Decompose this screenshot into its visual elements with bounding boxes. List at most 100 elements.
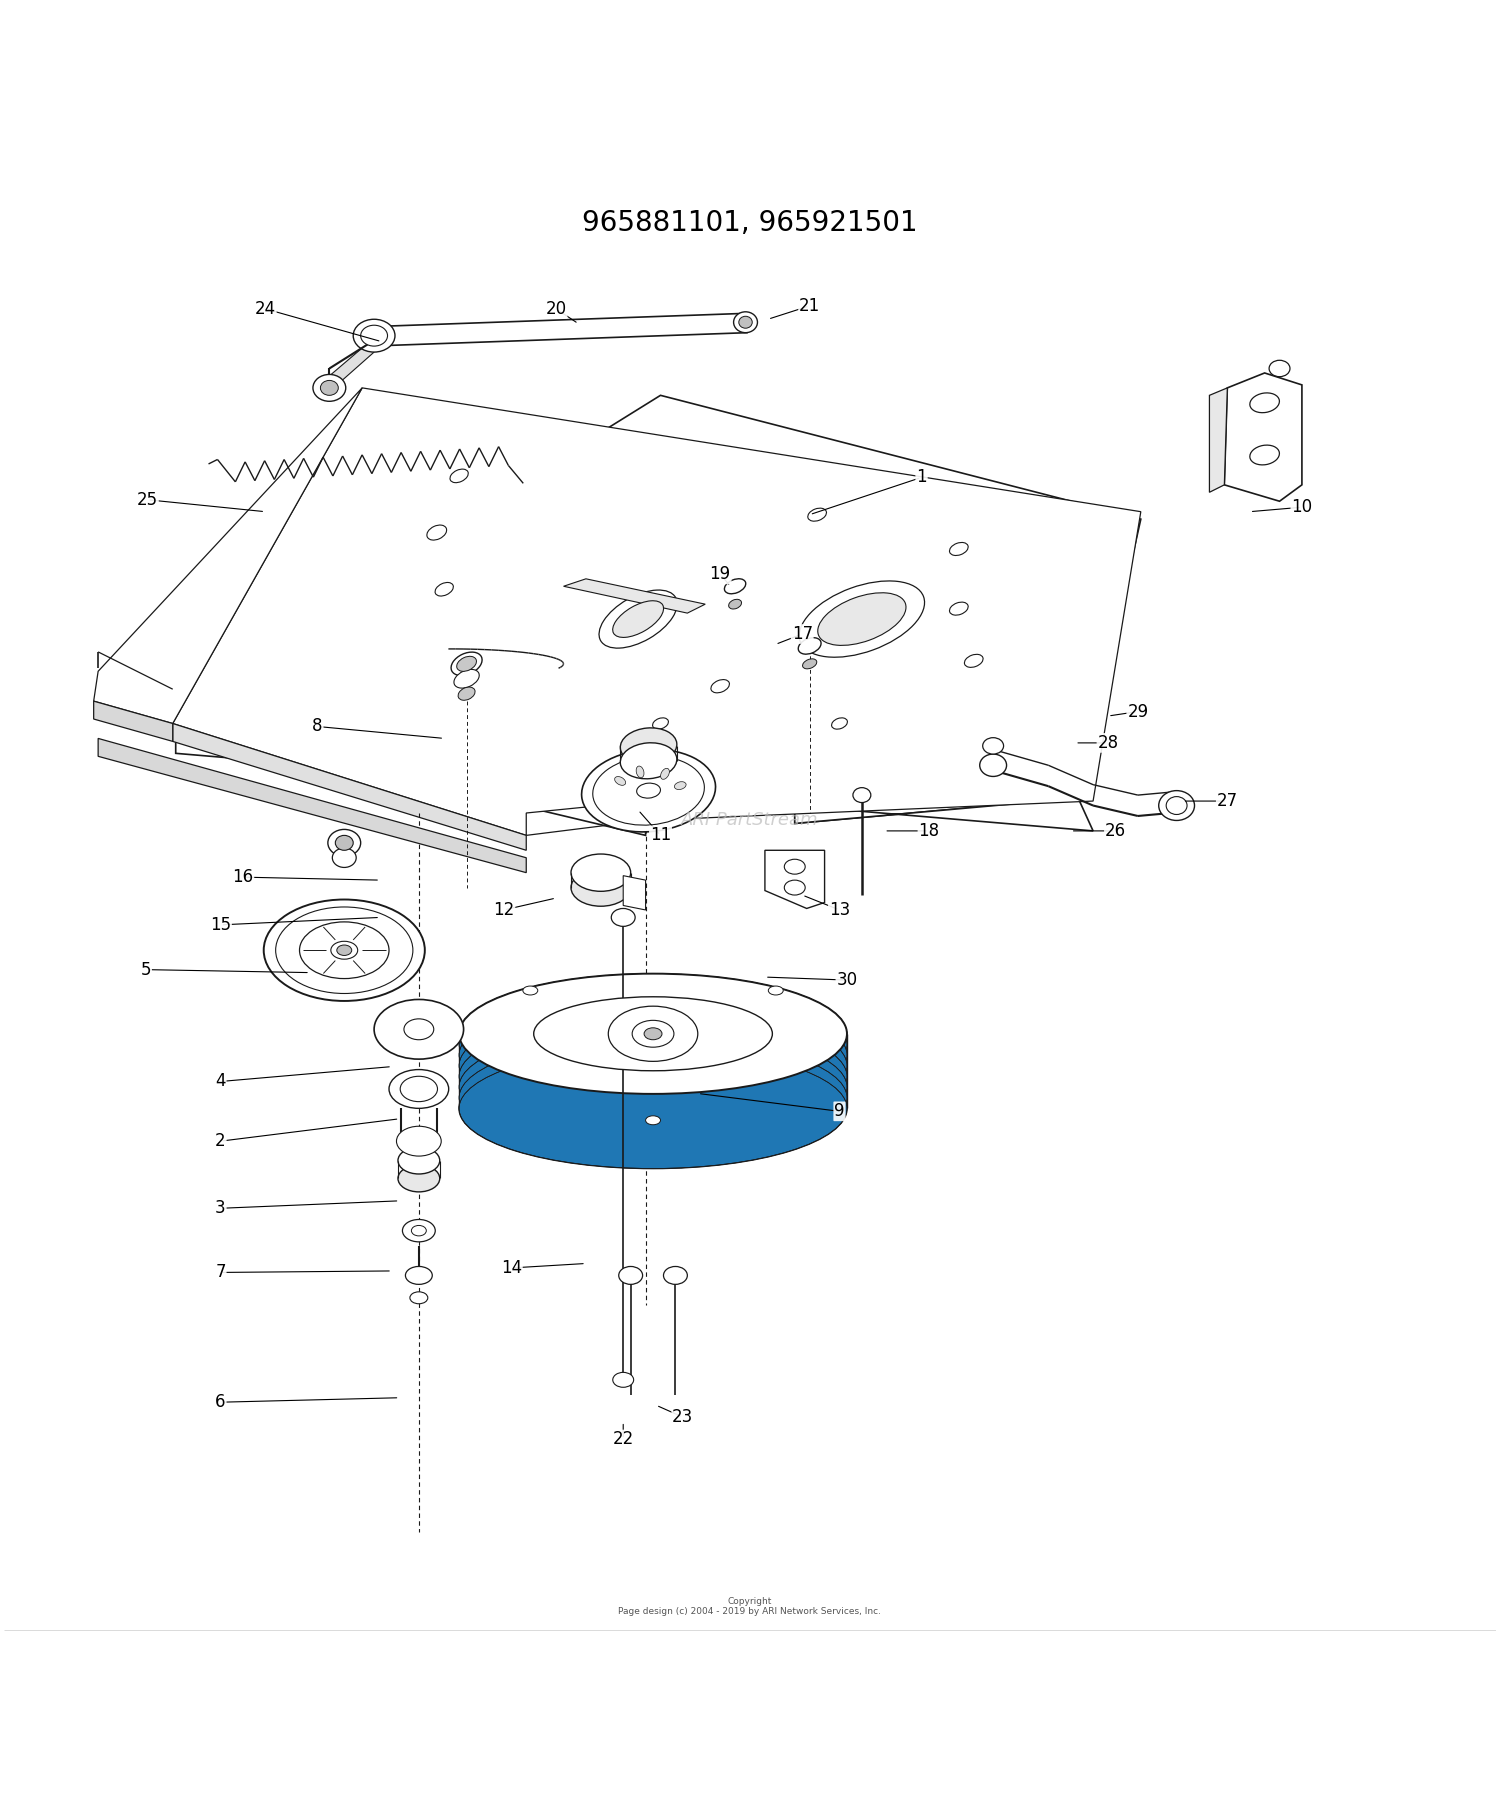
Ellipse shape (459, 973, 848, 1094)
Ellipse shape (729, 599, 741, 608)
Text: 13: 13 (830, 901, 850, 919)
Text: 2: 2 (214, 1132, 226, 1150)
Text: 11: 11 (650, 827, 670, 845)
Text: 19: 19 (710, 565, 730, 583)
Ellipse shape (459, 1016, 848, 1137)
Text: 9: 9 (834, 1103, 844, 1121)
Ellipse shape (740, 316, 752, 329)
Ellipse shape (675, 782, 686, 789)
Ellipse shape (400, 1076, 438, 1101)
Ellipse shape (612, 908, 634, 926)
Ellipse shape (336, 836, 352, 850)
Ellipse shape (663, 1267, 687, 1285)
Ellipse shape (808, 509, 826, 522)
Polygon shape (93, 388, 362, 724)
Polygon shape (369, 314, 747, 347)
Polygon shape (1209, 388, 1227, 493)
Polygon shape (564, 579, 705, 614)
Ellipse shape (636, 783, 660, 798)
Text: 21: 21 (800, 296, 820, 314)
Ellipse shape (802, 659, 818, 670)
Ellipse shape (645, 1115, 660, 1125)
Ellipse shape (572, 868, 630, 906)
Text: 7: 7 (214, 1264, 225, 1282)
Polygon shape (330, 341, 374, 386)
Text: 28: 28 (1098, 735, 1119, 753)
Ellipse shape (314, 374, 346, 401)
Ellipse shape (1269, 361, 1290, 377)
Ellipse shape (711, 680, 729, 693)
Text: 22: 22 (612, 1431, 634, 1448)
Ellipse shape (632, 1020, 674, 1047)
Ellipse shape (459, 1038, 848, 1157)
Ellipse shape (398, 1148, 439, 1173)
Polygon shape (765, 850, 825, 908)
Ellipse shape (333, 848, 356, 868)
Text: Copyright
Page design (c) 2004 - 2019 by ARI Network Services, Inc.: Copyright Page design (c) 2004 - 2019 by… (618, 1597, 882, 1615)
Text: 10: 10 (1292, 498, 1312, 516)
Ellipse shape (264, 899, 424, 1002)
Text: 4: 4 (214, 1072, 225, 1090)
Polygon shape (172, 388, 1142, 836)
Ellipse shape (360, 325, 387, 347)
Ellipse shape (734, 312, 758, 332)
Ellipse shape (621, 727, 676, 764)
Ellipse shape (950, 603, 968, 616)
Ellipse shape (636, 765, 644, 778)
Ellipse shape (534, 996, 772, 1070)
Ellipse shape (768, 986, 783, 995)
Ellipse shape (612, 601, 663, 637)
Text: 17: 17 (792, 625, 813, 643)
Ellipse shape (300, 922, 388, 978)
Ellipse shape (784, 859, 806, 874)
Ellipse shape (328, 830, 360, 856)
Ellipse shape (950, 543, 968, 556)
Ellipse shape (614, 1372, 633, 1388)
Ellipse shape (276, 906, 412, 993)
Ellipse shape (1250, 393, 1280, 413)
Ellipse shape (459, 1049, 848, 1168)
Ellipse shape (644, 1027, 662, 1040)
Text: 5: 5 (141, 960, 152, 978)
Text: 965881101, 965921501: 965881101, 965921501 (582, 209, 918, 236)
Text: 27: 27 (1216, 792, 1237, 810)
Text: 1: 1 (916, 467, 927, 486)
Text: 14: 14 (501, 1258, 522, 1276)
Ellipse shape (572, 854, 630, 892)
Ellipse shape (388, 1070, 448, 1108)
Ellipse shape (818, 592, 906, 646)
Ellipse shape (982, 738, 1004, 754)
Ellipse shape (621, 744, 676, 778)
Text: 15: 15 (210, 915, 231, 933)
Ellipse shape (456, 657, 477, 671)
Ellipse shape (652, 718, 669, 729)
Text: 6: 6 (214, 1393, 225, 1412)
Ellipse shape (374, 1000, 464, 1060)
Ellipse shape (427, 525, 447, 540)
Ellipse shape (332, 940, 357, 958)
Ellipse shape (980, 754, 1006, 776)
Ellipse shape (338, 946, 351, 955)
Polygon shape (172, 724, 526, 850)
Ellipse shape (1166, 796, 1186, 814)
Text: 30: 30 (837, 971, 858, 989)
Text: 23: 23 (672, 1408, 693, 1426)
Ellipse shape (609, 1005, 698, 1061)
Ellipse shape (352, 319, 395, 352)
Ellipse shape (1158, 791, 1194, 821)
Text: 12: 12 (494, 901, 514, 919)
Ellipse shape (454, 670, 478, 688)
Ellipse shape (435, 583, 453, 596)
Ellipse shape (411, 1226, 426, 1236)
Polygon shape (1224, 374, 1302, 502)
Text: 29: 29 (1128, 702, 1149, 720)
Text: 25: 25 (136, 491, 158, 509)
Ellipse shape (398, 1164, 439, 1191)
Ellipse shape (405, 1267, 432, 1285)
Ellipse shape (853, 787, 871, 803)
Ellipse shape (524, 986, 538, 995)
Ellipse shape (452, 652, 482, 675)
Text: 20: 20 (546, 300, 567, 318)
Ellipse shape (724, 579, 746, 594)
Text: 18: 18 (918, 821, 939, 839)
